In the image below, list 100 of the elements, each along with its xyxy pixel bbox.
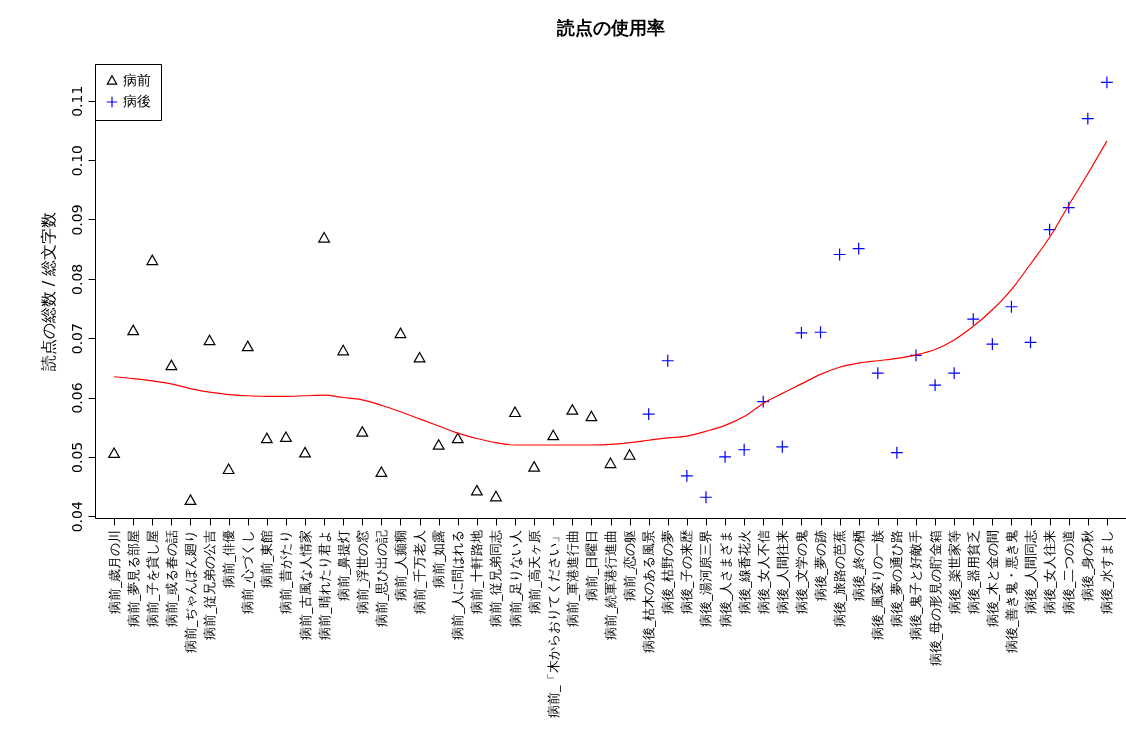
x-tick-label: 病後_二つの道: [1061, 529, 1077, 614]
point: [623, 449, 636, 460]
x-tick-label: 病後_人間往来: [774, 529, 790, 614]
point: [985, 337, 999, 351]
y-tick-label: 0.06: [68, 382, 85, 414]
point: [1081, 112, 1095, 126]
x-tick-label: 病前_或る春の話: [163, 529, 179, 627]
x-tick-label: 病前_如露: [431, 529, 447, 588]
x-tick-label: 病前_従兄弟同志: [488, 529, 504, 627]
x-tick-label: 病前_鼻提灯: [335, 529, 351, 601]
point: [337, 344, 350, 356]
x-tick-label: 病前_歳月の川: [106, 529, 122, 614]
point: [737, 443, 751, 457]
x-tick-label: 病前_子を貸し屋: [144, 529, 160, 627]
x-tick-label: 病後_水すまし: [1099, 529, 1115, 614]
point: [756, 395, 770, 409]
x-tick-label: 病前_浮世の窓: [354, 529, 370, 614]
x-tick-label: 病前_人癲癇: [392, 529, 408, 601]
point: [470, 484, 483, 496]
point: [375, 466, 388, 478]
point: [718, 450, 732, 464]
x-tick-label: 病前_夢見る部屋: [125, 529, 141, 627]
x-tick-label: 病後_鬼子と好敵手: [908, 529, 924, 640]
point: [966, 312, 980, 326]
x-tick-label: 病後_身の秋: [1080, 529, 1096, 601]
point: [203, 334, 216, 346]
point: [451, 432, 464, 444]
x-tick-label: 病後_人さまざま: [717, 529, 733, 627]
x-tick-label: 病後_枯木のある風景: [641, 529, 657, 653]
point: [413, 351, 426, 363]
x-tick-label: 病後_楽世家等: [946, 529, 962, 614]
x-tick-label: 病前_昔がたり: [278, 529, 294, 614]
point: [394, 327, 407, 339]
x-tick-label: 病前_千万老人: [412, 529, 428, 614]
x-tick-label: 病後_女人往来: [1042, 529, 1058, 614]
x-tick-label: 病後_夢の跡: [813, 529, 829, 601]
x-tick-label: 病後_人間同志: [1023, 529, 1039, 614]
point: [280, 431, 292, 443]
point: [165, 359, 178, 371]
point: [680, 469, 694, 483]
legend-label: 病後: [123, 93, 151, 109]
x-tick-label: 病前_高天ヶ原: [526, 529, 542, 614]
point: [661, 354, 675, 368]
y-tick-label: 0.04: [68, 501, 85, 533]
point: [794, 326, 808, 340]
point: [814, 325, 828, 339]
x-tick-label: 病前_ぢゃんぽん廻り: [182, 529, 198, 653]
y-axis-title: 読点の総数 / 総文字数: [38, 211, 58, 372]
x-tick-label: 病後_風変りの一族: [870, 529, 886, 640]
point: [108, 447, 121, 459]
point: [432, 439, 445, 450]
point: [1043, 223, 1057, 237]
point: [1004, 300, 1018, 314]
point: [890, 446, 904, 460]
point: [642, 407, 656, 421]
point: [356, 426, 369, 437]
point: [547, 429, 560, 441]
x-tick-label: 病前_従兄弟の公吉: [202, 529, 218, 640]
x-tick-label: 病前_東館: [259, 529, 275, 588]
point: [528, 461, 541, 472]
x-tick-label: 病前_軍港進行曲: [564, 529, 580, 627]
x-tick-label: 病前_日曜日: [583, 529, 599, 601]
y-tick-label: 0.10: [68, 145, 85, 177]
point: [852, 242, 866, 256]
point: [1100, 75, 1114, 89]
y-tick-label: 0.08: [68, 263, 85, 295]
x-tick-label: 病前_続軍港行進曲: [603, 529, 618, 640]
point: [604, 457, 617, 469]
x-tick-label: 病前_思ひ出の記: [373, 529, 389, 627]
point: [146, 254, 159, 266]
x-tick-label: 病前_恋の躯: [622, 529, 638, 601]
point: [775, 440, 789, 454]
x-tick-label: 病後_女人不信: [755, 529, 771, 614]
x-tick-label: 病後_文学の鬼: [793, 529, 809, 614]
x-tick-label: 病後_枯野の夢: [660, 529, 676, 614]
point: [241, 340, 254, 352]
x-tick-label: 病前_十軒路地: [469, 529, 485, 614]
x-tick-label: 病後_母の形見の貯金箱: [927, 529, 943, 666]
chart-title: 読点の使用率: [555, 16, 665, 38]
y-tick-label: 0.11: [68, 85, 85, 117]
point: [509, 406, 521, 418]
x-tick-label: 病前_人に問はれる: [450, 529, 466, 640]
point: [299, 446, 311, 458]
x-tick-label: 病前_「木からおりてください」: [545, 529, 561, 718]
point: [566, 404, 579, 415]
point: [585, 410, 598, 422]
y-tick-label: 0.05: [68, 441, 85, 473]
y-tick-label: 0.07: [68, 323, 85, 355]
line-series: [113, 140, 1108, 446]
point: [947, 366, 961, 380]
legend-label: 病前: [123, 72, 151, 88]
x-tick-label: 病後_子の来歴: [679, 529, 695, 614]
x-tick-label: 病前_古風な人情家: [297, 529, 313, 640]
point: [1024, 335, 1038, 349]
x-tick-label: 病前_俳優: [221, 529, 237, 588]
x-tick-label: 病後_湯河原三界: [698, 529, 714, 627]
point: [260, 432, 273, 444]
x-tick-label: 病前_心づくし: [240, 529, 256, 614]
x-tick-label: 病前_晴れたり君よ: [316, 529, 332, 640]
x-tick-label: 病後_旅路の芭蕉: [832, 529, 848, 627]
